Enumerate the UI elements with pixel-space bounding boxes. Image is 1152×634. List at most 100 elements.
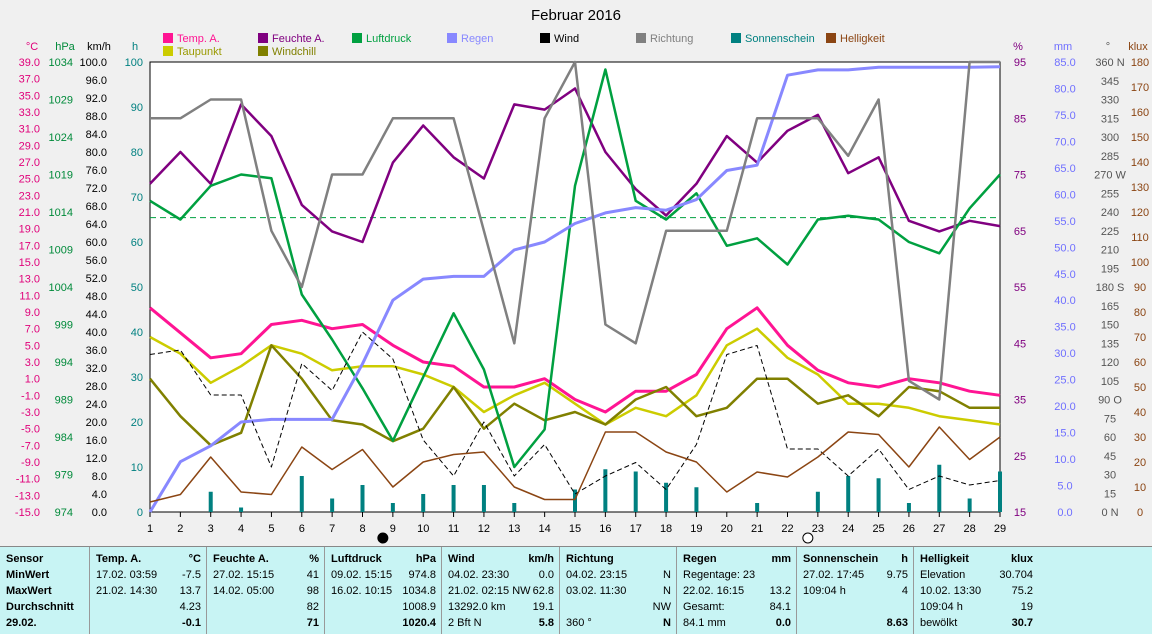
plot-area (148, 60, 1002, 513)
temp-row-label: 21.02. 14:30 (96, 585, 158, 597)
richtung-row-value: NW (652, 601, 671, 613)
tick-label: 45.0 (1054, 269, 1075, 281)
durchschnitt-label: Durchschnitt (6, 601, 74, 613)
tick-label: 50.0 (1054, 242, 1075, 254)
luftdruck-row-label: 16.02. 10:15 (331, 585, 393, 597)
x-tick-label: 23 (812, 523, 824, 535)
tick-label: 84.0 (86, 129, 107, 141)
series-line (149, 306, 1001, 414)
tick-label: 979 (55, 470, 73, 482)
sunshine-bar (208, 491, 213, 512)
tick-label: 21.0 (19, 207, 40, 219)
legend-swatch (540, 33, 550, 43)
tick-label: 15.0 (19, 257, 40, 269)
tick-label: 11.0 (19, 290, 40, 302)
minwert-label: MinWert (6, 569, 50, 581)
tick-label: -11.0 (16, 474, 40, 486)
tick-label: 20 (1134, 457, 1146, 469)
legend-swatch (447, 33, 457, 43)
x-tick-label: 8 (359, 523, 365, 535)
tick-label: -3.0 (21, 407, 40, 419)
tick-label: 994 (55, 357, 73, 369)
tick-label: 90 O (1098, 395, 1122, 407)
x-tick-label: 24 (842, 523, 854, 535)
x-tick-label: 18 (660, 523, 672, 535)
full-moon-icon (802, 532, 814, 544)
tick-label: 45 (1104, 451, 1116, 463)
wind-row-label: 04.02. 23:30 (448, 569, 510, 581)
sensor-header: Sensor (6, 553, 44, 565)
tick-label: 100.0 (79, 57, 107, 69)
tick-label: 1004 (49, 282, 73, 294)
series-line (148, 65, 1001, 513)
legend-swatch (258, 46, 268, 56)
regen-row-label: Regentage: 23 (683, 569, 756, 581)
x-tick-label: 13 (508, 523, 520, 535)
sunshine-bar (239, 507, 244, 512)
x-axis: 1 2 3 4 5 6 7 8 9 10 11 12 13 14 15 16 17 18 19 20 21 22 23 24 2… (147, 512, 1006, 535)
tick-label: 29.0 (19, 140, 40, 152)
temp-unit: °C (188, 553, 201, 565)
sunshine-bar (390, 503, 395, 512)
tick-label: 30 (1134, 432, 1146, 444)
tick-label: -13.0 (15, 490, 40, 502)
regen-row-value: 13.2 (769, 585, 791, 597)
tick-label: 50 (131, 282, 143, 294)
legend-label: Taupunkt (177, 46, 222, 58)
x-tick-label: 4 (238, 523, 244, 535)
tick-label: -15.0 (15, 507, 40, 519)
series-line (149, 331, 1001, 495)
tick-label: 80.0 (1054, 83, 1075, 95)
tick-label: 19.0 (19, 224, 40, 236)
legend-label: Richtung (650, 33, 693, 45)
temp-row-value: -7.5 (182, 569, 201, 581)
tick-label: 20.0 (1054, 401, 1075, 413)
richtung-column: Richtung 04.02. 23:15 N 03.02. 11:30 N NW 360 … (559, 547, 677, 634)
series-line (149, 426, 1001, 503)
richtung-row-label: 03.02. 11:30 (566, 585, 627, 597)
tick-label: 30.0 (1054, 348, 1075, 360)
tick-label: 96.0 (86, 75, 107, 87)
x-tick-label: 5 (268, 523, 274, 535)
series-line (149, 344, 1000, 447)
x-tick-label: 21 (751, 523, 763, 535)
regen-row-label: 84.1 mm (683, 617, 726, 629)
tick-label: 15.0 (1054, 428, 1075, 440)
tick-label: 50 (1134, 382, 1146, 394)
sunshine-bar (360, 485, 365, 512)
sunshine-bar (906, 503, 911, 512)
tick-label: 180 (1131, 57, 1149, 69)
tick-label: 52.0 (86, 273, 107, 285)
legend-swatch (731, 33, 741, 43)
tick-label: 360 N (1095, 57, 1124, 69)
axis-klux-right: 1801701601501401301201101009080706050403… (1128, 41, 1149, 519)
luftdruck-row-value: 1008.9 (402, 601, 436, 613)
luftdruck-row-value: 1020.4 (402, 617, 436, 629)
tick-label: 0.0 (1057, 507, 1072, 519)
luftdruck-unit: hPa (415, 553, 436, 565)
hell-row-label: 10.02. 13:30 (920, 585, 982, 597)
tick-label: 35 (1014, 395, 1026, 407)
richtung-row-value: N (663, 617, 671, 629)
tick-label: 120 (1131, 207, 1149, 219)
tick-label: 9.0 (25, 307, 40, 319)
sunshine-bar (573, 489, 577, 512)
tick-label: 40 (131, 327, 143, 339)
regen-column: Regen mm Regentage: 23 22.02. 16:15 13.2 Gesa… (676, 547, 797, 634)
sunshine-bar (299, 476, 304, 512)
tick-label: 45 (1014, 338, 1026, 350)
tick-label: 72.0 (86, 183, 107, 195)
tick-label: 75.0 (1054, 110, 1075, 122)
sunshine-bar (998, 471, 1002, 512)
tick-label: 285 (1101, 151, 1119, 163)
axis-unit-label: °C (26, 41, 38, 53)
weather-chart: Februar 2016 Temp. A. Feuchte A. Luftdruck… (15, 7, 1149, 544)
sunshine-bar (330, 498, 335, 512)
axis-unit-label: h (132, 41, 138, 53)
richtung-row-label: 04.02. 23:15 (566, 569, 628, 581)
sonne-column: Sonnenschein h 27.02. 17:45 9.75 109:04 h 4 8.… (796, 547, 914, 634)
sonne-row-value: 8.63 (886, 617, 908, 629)
tick-label: 32.0 (86, 363, 107, 375)
tick-label: 1.0 (25, 374, 40, 386)
